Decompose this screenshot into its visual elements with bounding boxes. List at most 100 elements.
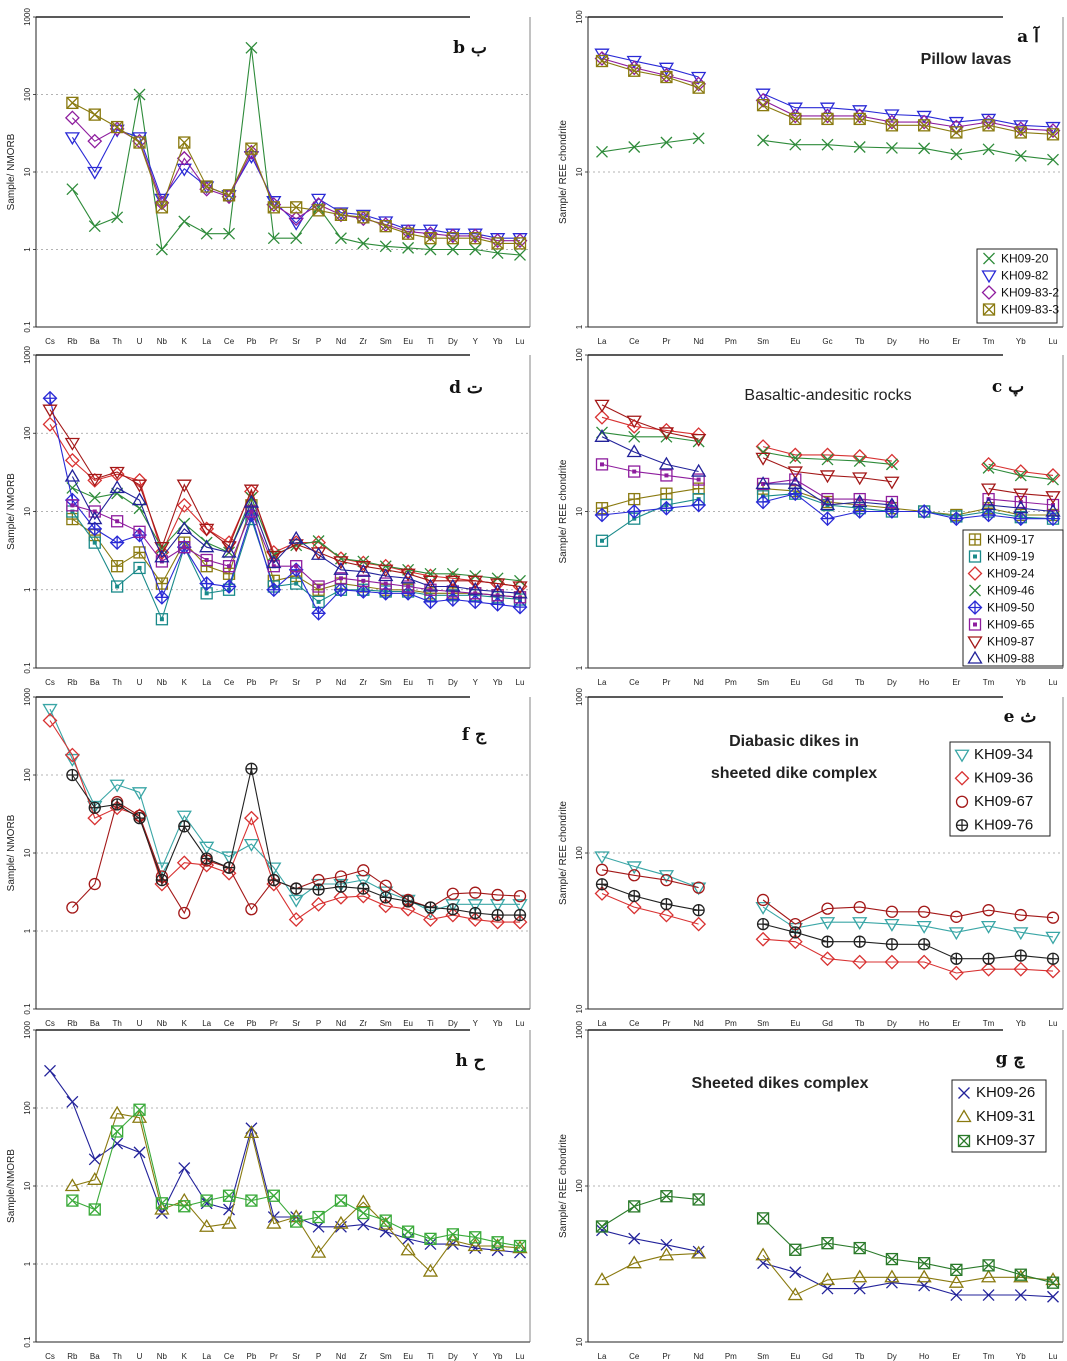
data-point: [333, 889, 349, 905]
data-point: [66, 499, 79, 512]
data-point: [885, 1276, 898, 1289]
x-tick-label: Rb: [67, 1352, 78, 1361]
data-point: [594, 886, 610, 901]
data-point: [1014, 1268, 1027, 1281]
data-point: [401, 895, 415, 908]
series-KH09-37: [595, 1190, 1060, 1289]
data-point: [489, 578, 506, 592]
x-tick-label: Gc: [822, 337, 832, 346]
data-point: [513, 889, 527, 903]
legend-marker: [957, 1134, 971, 1148]
legend-marker: [967, 600, 983, 615]
panel-label: b ب: [453, 38, 487, 58]
x-tick-label: Rb: [67, 678, 78, 687]
data-point: [131, 479, 148, 493]
x-tick-label: Eu: [403, 1352, 413, 1361]
data-point: [42, 416, 58, 432]
panel-label: a آ: [1017, 25, 1040, 47]
x-tick-label: Er: [952, 1019, 960, 1028]
legend: KH09-17 KH09-19 KH09-24 KH09-46 KH09-50 KH09-…: [962, 529, 1064, 667]
data-point: [223, 1203, 236, 1216]
data-point: [379, 577, 392, 590]
data-point: [446, 567, 459, 580]
y-tick-label: 1000: [23, 688, 32, 706]
data-point: [199, 841, 215, 855]
data-point: [950, 910, 963, 923]
data-point: [789, 1243, 802, 1256]
series-line: [601, 53, 1054, 128]
data-point: [626, 415, 642, 429]
series-line: [601, 869, 1054, 925]
x-tick-label: Tb: [855, 1019, 865, 1028]
x-tick-label: K: [182, 337, 188, 346]
data-point: [950, 1263, 963, 1277]
data-point: [691, 882, 707, 896]
data-point: [66, 901, 79, 914]
x-tick-label: Zr: [360, 678, 368, 687]
x-tick-label: K: [182, 1019, 188, 1028]
legend-box: [949, 741, 1051, 837]
data-point: [626, 418, 642, 434]
data-point: [245, 505, 258, 518]
data-point: [176, 810, 192, 824]
data-point: [491, 908, 504, 922]
data-point: [628, 1232, 641, 1245]
data-point: [446, 243, 459, 256]
data-point: [178, 215, 191, 228]
legend-entry: KH09-24: [987, 567, 1035, 581]
data-point: [755, 452, 771, 466]
legend-entry: KH09-65: [987, 618, 1035, 632]
data-point: [132, 472, 147, 488]
y-tick-label: 1000: [23, 346, 32, 364]
y-tick-label: 1: [23, 247, 32, 252]
data-point: [692, 1245, 705, 1258]
data-point: [87, 166, 103, 180]
data-point: [658, 456, 675, 470]
data-point: [469, 886, 482, 899]
x-tick-label: Nd: [336, 1352, 346, 1361]
data-point: [885, 938, 899, 951]
data-point: [422, 575, 439, 589]
data-point: [155, 243, 168, 256]
data-point: [357, 1206, 370, 1220]
data-point: [626, 55, 642, 69]
data-point: [467, 581, 483, 595]
series-line: [71, 47, 521, 256]
panel-f: 0.1 1 10 100 1000 Sample/ NMORB Cs Rb Ba Th U Nb K La…: [6, 688, 531, 1028]
data-point: [513, 1239, 527, 1253]
data-point: [756, 1212, 770, 1225]
data-point: [467, 1238, 483, 1252]
data-point: [980, 483, 997, 497]
data-point: [267, 201, 280, 214]
data-point: [980, 497, 997, 511]
legend-entry: KH09-31: [976, 1108, 1035, 1125]
x-tick-label: Pr: [662, 337, 670, 346]
data-point: [820, 447, 835, 463]
x-tick-label: Pm: [725, 1019, 737, 1028]
legend-entry: KH09-50: [987, 601, 1035, 615]
data-point: [133, 525, 146, 538]
data-point: [628, 492, 641, 506]
x-tick-label: Sm: [757, 1352, 769, 1361]
data-point: [424, 243, 437, 256]
x-tick-label: Pb: [247, 1019, 257, 1028]
data-point: [378, 898, 394, 914]
series-KH09-36: [42, 713, 528, 930]
data-point: [469, 1242, 482, 1255]
data-point: [1045, 963, 1061, 979]
data-point: [489, 583, 506, 597]
y-tick-label: 0.1: [23, 1003, 32, 1015]
data-point: [852, 1269, 868, 1283]
data-point: [333, 561, 349, 575]
data-point: [176, 163, 192, 177]
data-point: [178, 1200, 191, 1213]
y-axis-label: Sample/ REE chondrite: [558, 801, 569, 905]
data-point: [445, 575, 461, 589]
data-point: [133, 811, 146, 825]
legend-entry: KH09-83-2: [1001, 286, 1059, 300]
data-point: [950, 1289, 963, 1301]
data-point: [819, 917, 836, 930]
data-point: [692, 473, 705, 486]
data-point: [628, 465, 641, 478]
data-point: [691, 497, 707, 513]
